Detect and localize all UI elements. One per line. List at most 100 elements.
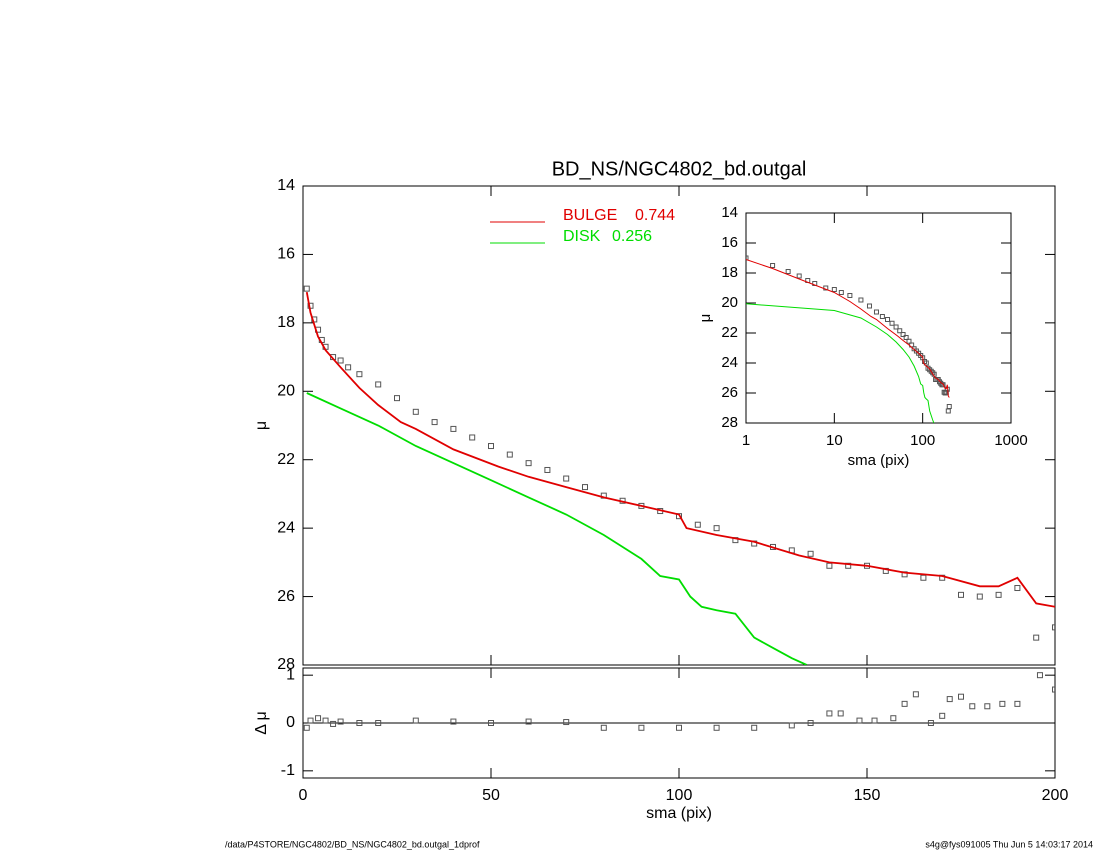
data-point <box>831 287 837 292</box>
y-tick-label: -1 <box>281 762 295 779</box>
y-axis-label: Δ μ <box>253 711 270 734</box>
data-point <box>969 703 976 710</box>
data-point <box>303 285 310 292</box>
data-point <box>450 425 457 432</box>
data-point <box>694 521 701 528</box>
data-point <box>751 724 758 731</box>
data-point <box>412 717 419 724</box>
data-point <box>525 718 532 725</box>
data-point <box>796 273 802 279</box>
data-point <box>345 364 352 371</box>
data-point <box>469 434 476 441</box>
x-tick-label: 10 <box>826 432 843 449</box>
data-point <box>838 290 844 295</box>
data-point <box>945 408 951 414</box>
footer-left: /data/P4STORE/NGC4802/BD_NS/NGC4802_bd.o… <box>225 839 480 849</box>
chart-title: BD_NS/NGC4802_bd.outgal <box>552 158 807 180</box>
data-point <box>563 719 570 726</box>
data-point <box>885 317 891 322</box>
data-point <box>356 371 363 378</box>
data-point <box>525 460 532 467</box>
data-point <box>770 263 776 268</box>
data-point <box>984 703 991 710</box>
data-point <box>923 360 929 366</box>
data-point <box>976 593 983 600</box>
data-point <box>431 419 438 426</box>
data-point <box>873 309 879 315</box>
data-point <box>946 404 952 409</box>
data-point <box>912 691 919 698</box>
y-axis-label: μ <box>253 421 270 430</box>
data-point <box>544 466 551 473</box>
y-axis-label: μ <box>697 314 714 323</box>
data-point <box>713 525 720 532</box>
y-tick-label: 22 <box>277 451 295 468</box>
y-tick-label: 28 <box>721 414 738 431</box>
data-point <box>412 408 419 415</box>
data-point <box>563 475 570 482</box>
data-point <box>322 717 329 724</box>
y-tick-label: 26 <box>721 384 738 401</box>
data-point <box>337 357 344 364</box>
data-point <box>958 591 964 598</box>
y-tick-label: 20 <box>721 294 738 311</box>
data-point <box>893 324 899 330</box>
data-point <box>856 717 863 724</box>
plot-area <box>746 255 952 423</box>
data-point <box>906 338 912 344</box>
data-point <box>871 717 878 724</box>
y-tick-label: 20 <box>277 383 295 400</box>
data-point <box>1014 700 1021 707</box>
legend-label: DISK <box>563 228 601 245</box>
data-point <box>1052 624 1055 631</box>
model-line <box>746 259 950 398</box>
plot-frame <box>302 185 1056 666</box>
y-tick-label: 16 <box>277 246 295 263</box>
data-point <box>375 720 382 726</box>
x-tick-label: 50 <box>482 787 500 804</box>
data-point <box>307 717 314 724</box>
y-tick-label: 16 <box>721 234 738 251</box>
data-point <box>837 710 844 717</box>
data-point <box>901 700 908 707</box>
model-line <box>305 291 1055 608</box>
x-tick-label: 1 <box>742 432 750 449</box>
data-point <box>788 722 795 729</box>
data-point <box>879 314 885 319</box>
data-point <box>890 715 897 722</box>
data-point <box>807 550 814 557</box>
data-point <box>826 562 833 569</box>
x-axis-label: sma (pix) <box>646 805 712 822</box>
model-line <box>306 392 808 665</box>
x-axis-label: sma (pix) <box>848 452 910 469</box>
data-point <box>676 724 682 731</box>
data-point <box>315 715 322 722</box>
y-tick-label: 22 <box>721 324 738 341</box>
y-tick-label: 18 <box>277 314 295 331</box>
data-point <box>920 574 927 581</box>
plot-frame <box>745 212 1012 424</box>
data-point <box>903 335 909 340</box>
footer-right: s4g@fys091005 Thu Jun 5 14:03:17 2014 <box>925 839 1093 849</box>
data-point <box>713 724 720 731</box>
x-tick-label: 100 <box>910 432 935 449</box>
data-point <box>506 451 513 458</box>
x-tick-label: 1000 <box>994 432 1027 449</box>
y-tick-label: 26 <box>277 588 295 605</box>
y-tick-label: 24 <box>721 354 738 371</box>
y-tick-label: 1 <box>286 666 295 683</box>
data-point <box>858 297 864 303</box>
data-point <box>897 328 903 334</box>
data-point <box>866 303 872 309</box>
x-tick-label: 0 <box>299 787 308 804</box>
data-point <box>375 381 382 388</box>
data-point <box>847 293 853 298</box>
data-point <box>946 696 953 703</box>
legend-label: BULGE <box>563 207 617 224</box>
data-point <box>330 720 337 727</box>
data-point <box>582 484 588 491</box>
data-point <box>807 720 814 726</box>
y-tick-label: 0 <box>286 714 295 731</box>
data-point <box>1052 686 1055 693</box>
